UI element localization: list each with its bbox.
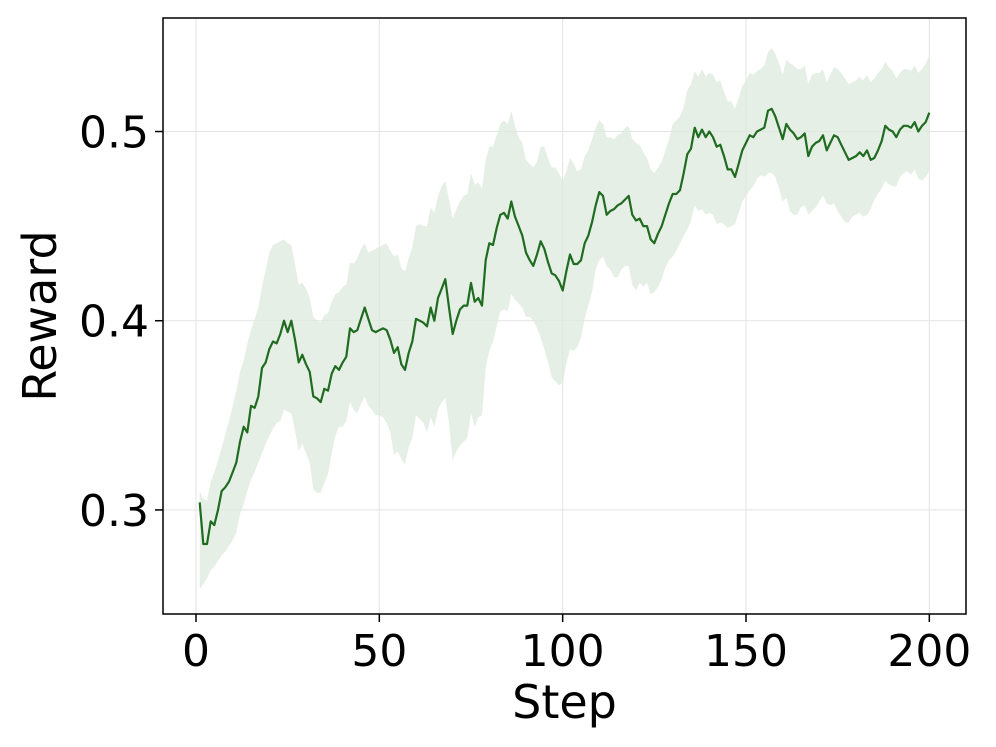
plot-area-frame [162,17,967,615]
series-line-layer [198,107,931,546]
confidence-band [199,48,930,590]
y-tick-label: 0.4 [79,297,149,348]
confidence-band-layer [199,48,930,590]
x-tick-label: 200 [887,626,971,677]
x-tick-label: 150 [704,626,788,677]
reward-series-line [198,107,931,546]
x-tick-label: 100 [521,626,605,677]
y-tick-label: 0.5 [79,108,149,159]
x-tick-label: 0 [182,626,210,677]
x-axis-ticks: 0 50 100 150 200 [182,614,971,677]
y-axis-ticks: 0.3 0.4 0.5 [79,108,163,537]
y-axis-label: Reward [13,230,67,401]
y-tick-label: 0.3 [79,486,149,537]
x-axis-label: Step [512,675,617,729]
x-tick-label: 50 [351,626,407,677]
